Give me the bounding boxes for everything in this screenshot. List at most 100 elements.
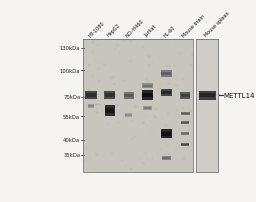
Circle shape [188, 92, 190, 94]
Circle shape [129, 40, 132, 42]
Text: HL-60: HL-60 [163, 25, 176, 38]
Circle shape [168, 83, 170, 85]
Bar [105, 94, 115, 98]
Circle shape [165, 124, 167, 126]
Circle shape [167, 113, 169, 115]
Circle shape [154, 116, 156, 117]
Circle shape [99, 81, 101, 82]
Circle shape [104, 65, 105, 66]
Bar [181, 121, 189, 125]
Bar [181, 94, 189, 97]
Circle shape [84, 141, 85, 142]
Text: 40kDa: 40kDa [63, 138, 80, 143]
Bar [125, 113, 132, 117]
Circle shape [182, 79, 183, 80]
Circle shape [111, 77, 114, 79]
Bar [83, 40, 193, 172]
Circle shape [155, 109, 157, 110]
Circle shape [117, 45, 118, 46]
Text: 100kDa: 100kDa [60, 68, 80, 73]
Circle shape [130, 168, 132, 170]
Circle shape [95, 104, 97, 106]
Text: 35kDa: 35kDa [63, 152, 80, 157]
Circle shape [145, 79, 147, 80]
Circle shape [116, 104, 119, 106]
Bar [143, 85, 152, 87]
Bar [181, 113, 189, 114]
Circle shape [167, 154, 169, 155]
Text: 70kDa: 70kDa [63, 95, 80, 100]
Bar [182, 133, 189, 135]
Text: Jurkat: Jurkat [144, 24, 158, 38]
Bar [181, 143, 189, 146]
Bar [88, 105, 94, 109]
Bar [104, 92, 115, 100]
Circle shape [144, 96, 146, 97]
Circle shape [183, 158, 186, 160]
Text: METTL14: METTL14 [224, 93, 255, 99]
Circle shape [115, 107, 117, 108]
Circle shape [143, 163, 145, 164]
Circle shape [132, 139, 133, 140]
Circle shape [189, 65, 191, 67]
Bar [199, 92, 216, 100]
Bar [161, 89, 172, 96]
Bar [196, 40, 219, 172]
Text: NCI-H460: NCI-H460 [125, 18, 145, 38]
Circle shape [189, 110, 191, 112]
Circle shape [175, 85, 177, 86]
Circle shape [122, 160, 123, 161]
Circle shape [165, 76, 167, 77]
Bar [124, 92, 134, 99]
Bar [180, 112, 190, 115]
Bar [125, 114, 132, 116]
Text: 130kDa: 130kDa [60, 46, 80, 51]
Circle shape [134, 136, 135, 137]
Bar [162, 156, 171, 160]
Bar [86, 94, 96, 98]
Circle shape [93, 39, 95, 41]
Circle shape [92, 42, 94, 44]
Circle shape [192, 55, 193, 56]
Bar [105, 108, 114, 113]
Bar [181, 122, 189, 124]
Circle shape [97, 44, 99, 46]
Circle shape [100, 105, 101, 106]
Bar [161, 132, 172, 136]
Circle shape [93, 94, 94, 95]
Text: HT-1080: HT-1080 [87, 20, 105, 38]
Circle shape [185, 114, 186, 115]
Circle shape [95, 104, 97, 106]
Circle shape [135, 106, 137, 108]
Circle shape [88, 65, 90, 67]
Circle shape [113, 84, 114, 86]
Bar [161, 72, 171, 76]
Text: Mouse spleen: Mouse spleen [204, 11, 231, 38]
Bar [85, 92, 97, 100]
Bar [144, 107, 151, 109]
Text: Mouse brain: Mouse brain [182, 14, 207, 38]
Circle shape [88, 90, 89, 91]
Bar [142, 84, 153, 89]
Bar [180, 92, 190, 99]
Circle shape [176, 110, 178, 111]
Bar [142, 91, 153, 101]
Circle shape [143, 122, 145, 124]
Bar [181, 132, 189, 135]
Circle shape [183, 108, 184, 109]
Bar [88, 106, 94, 108]
Circle shape [116, 95, 117, 96]
Circle shape [131, 121, 132, 122]
Circle shape [114, 84, 116, 85]
Bar [161, 91, 172, 94]
Bar [161, 129, 172, 138]
Text: 55kDa: 55kDa [63, 114, 80, 119]
Bar [124, 94, 133, 97]
Circle shape [166, 66, 167, 67]
Bar [199, 94, 215, 98]
Circle shape [96, 112, 97, 113]
Circle shape [98, 98, 99, 99]
Circle shape [123, 115, 125, 116]
Circle shape [173, 66, 175, 67]
Bar [163, 157, 170, 159]
